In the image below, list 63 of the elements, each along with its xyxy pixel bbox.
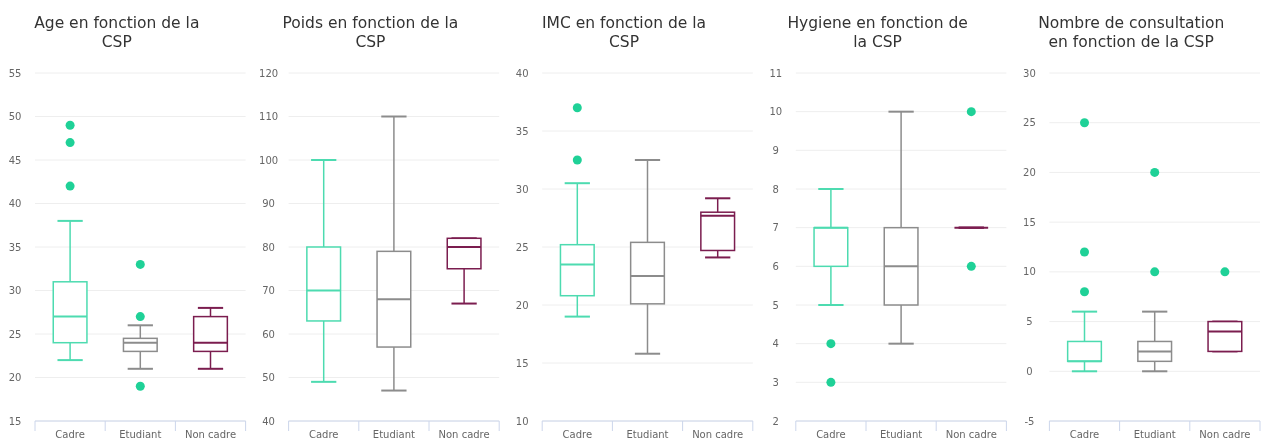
y-tick-label: 25 [1023, 117, 1036, 129]
y-tick-label: 11 [769, 67, 783, 79]
x-tick-label: Etudiant [372, 429, 416, 440]
y-tick-label: 0 [1026, 365, 1033, 377]
y-tick-label: 10 [769, 106, 783, 118]
y-tick-label: -5 [1024, 415, 1035, 427]
y-tick-label: 40 [8, 198, 22, 209]
y-tick-label: 9 [772, 144, 779, 156]
y-tick-label: 2 [772, 415, 779, 427]
y-tick-label: 10 [515, 415, 529, 427]
y-tick-label: 100 [259, 154, 279, 166]
x-tick-label: Etudiant [626, 429, 669, 440]
x-tick-label: Non cadre [438, 429, 490, 440]
x-tick-label: Etudiant [119, 429, 162, 440]
x-tick-label: Non cadre [945, 429, 997, 440]
y-tick-label: 25 [515, 241, 529, 253]
x-tick-label: Non cadre [1199, 429, 1251, 440]
y-tick-label: 80 [262, 241, 275, 253]
y-tick-label: 15 [515, 357, 529, 369]
chart-title: Poids en fonction de la CSP [282, 14, 459, 51]
y-tick-label: 8 [772, 183, 779, 195]
y-tick-label: 45 [8, 154, 22, 166]
y-tick-label: 50 [8, 111, 22, 122]
x-tick-label: Cadre [816, 429, 846, 440]
y-tick-label: 20 [1023, 166, 1036, 178]
x-tick-label: Cadre [562, 429, 593, 440]
y-tick-label: 10 [1023, 266, 1036, 278]
x-tick-label: Cadre [1069, 429, 1100, 440]
y-tick-label: 5 [772, 299, 779, 311]
x-tick-label: Cadre [308, 429, 339, 440]
y-tick-label: 30 [515, 183, 529, 195]
chart-title: Hygiene en fonction de la CSP [787, 14, 968, 51]
y-tick-label: 6 [772, 260, 779, 272]
x-tick-label: Etudiant [880, 429, 923, 440]
chart-title: Age en fonction de la CSP [34, 14, 200, 51]
y-tick-label: 40 [262, 415, 275, 427]
x-tick-label: Non cadre [184, 429, 237, 440]
y-tick-label: 120 [259, 67, 279, 79]
y-tick-label: 5 [1026, 316, 1033, 328]
y-tick-label: 40 [515, 67, 529, 79]
y-tick-label: 30 [1023, 67, 1036, 79]
y-tick-label: 35 [8, 241, 22, 253]
y-tick-label: 7 [772, 222, 779, 234]
x-tick-label: Cadre [55, 429, 85, 440]
y-tick-label: 90 [262, 198, 275, 209]
x-tick-label: Etudiant [1133, 429, 1176, 440]
y-tick-label: 20 [8, 372, 22, 383]
y-tick-label: 55 [8, 67, 22, 79]
y-tick-label: 50 [262, 372, 275, 383]
y-tick-label: 35 [515, 125, 529, 137]
y-tick-label: 20 [515, 299, 529, 311]
chart-title: IMC en fonction de la CSP [542, 14, 706, 51]
y-tick-label: 110 [259, 111, 279, 122]
y-tick-label: 70 [262, 285, 275, 296]
y-tick-label: 60 [262, 328, 275, 340]
y-tick-label: 4 [772, 338, 779, 350]
y-tick-label: 3 [772, 376, 779, 388]
chart-title: Nombre de consultation en fonction de la CSP [1038, 14, 1225, 51]
y-tick-label: 15 [8, 415, 22, 427]
y-tick-label: 25 [8, 328, 22, 340]
y-tick-label: 30 [8, 285, 22, 296]
y-tick-label: 15 [1023, 216, 1036, 228]
x-tick-label: Non cadre [692, 429, 744, 440]
